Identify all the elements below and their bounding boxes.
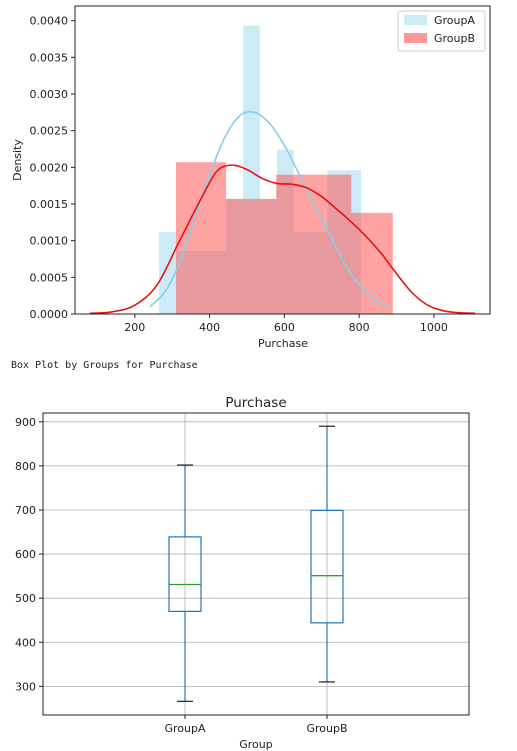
box-groupb [310, 425, 344, 683]
x-axis-ticks: 200 400 600 800 1000 [124, 314, 448, 334]
box-x-tick-label-groupa: GroupA [164, 722, 205, 735]
box-groupa [168, 464, 202, 702]
box-x-axis-label: Group [239, 738, 273, 751]
x-tick-label: 600 [274, 321, 295, 334]
box-plot-grid [43, 413, 469, 715]
box-y-tick-label: 900 [15, 416, 36, 429]
histogram-bar-groupb-5 [301, 174, 327, 314]
box-x-axis-ticks: GroupA GroupB [164, 715, 348, 735]
kde-line-groupb [89, 164, 476, 315]
y-tick-label: 0.0035 [30, 51, 69, 64]
histogram-bar-groupb-8 [376, 212, 393, 314]
box-plot-marks [168, 425, 344, 702]
legend: GroupA GroupB [397, 10, 486, 52]
histogram-bar-groupa-0 [159, 231, 176, 314]
iqr-box-groupb [310, 509, 344, 624]
histogram-bar-groupb-4 [276, 174, 302, 314]
y-tick-label: 0.0020 [30, 161, 69, 174]
y-tick-label: 0.0005 [30, 271, 69, 284]
box-x-tick-label-groupb: GroupB [306, 722, 347, 735]
x-tick-label: 400 [199, 321, 220, 334]
iqr-box-groupa [168, 536, 202, 612]
histogram-bar-groupb-6 [326, 174, 352, 314]
box-y-tick-label: 300 [15, 680, 36, 693]
histogram-bar-groupb-1 [200, 162, 227, 314]
histogram-bar-groupb-3 [251, 198, 277, 314]
y-tick-label: 0.0010 [30, 235, 69, 248]
y-tick-label: 0.0040 [30, 15, 69, 28]
box-y-tick-label: 700 [15, 504, 36, 517]
legend-label-groupa: GroupA [434, 14, 475, 27]
groupb-histogram-bars [175, 162, 393, 314]
y-axis-label: Density [11, 139, 24, 181]
box-y-tick-label: 500 [15, 592, 36, 605]
box-y-tick-label: 400 [15, 636, 36, 649]
legend-swatch-groupa [404, 15, 427, 25]
x-tick-label: 200 [124, 321, 145, 334]
box-y-tick-label: 800 [15, 460, 36, 473]
density-histogram-chart: 200 400 600 800 1000 0.0000 0.0005 0.0010 0.001… [11, 5, 491, 350]
box-plot-frame [42, 412, 470, 716]
plot-area-frame [74, 5, 491, 315]
y-tick-label: 0.0030 [30, 88, 69, 101]
y-tick-label: 0.0025 [30, 125, 69, 138]
x-axis-label: Purchase [258, 337, 308, 350]
y-tick-label: 0.0015 [30, 198, 69, 211]
legend-label-groupb: GroupB [434, 32, 475, 45]
y-axis-ticks: 0.0000 0.0005 0.0010 0.0015 0.0020 0.0025 0.00… [30, 15, 75, 321]
legend-swatch-groupb [404, 33, 427, 43]
kde-curves [89, 110, 476, 315]
box-plot-caption: Box Plot by Groups for Purchase [11, 360, 198, 371]
x-tick-label: 1000 [420, 321, 448, 334]
x-tick-label: 800 [349, 321, 370, 334]
histogram-bar-groupb-2 [226, 198, 252, 314]
box-y-tick-label: 600 [15, 548, 36, 561]
box-y-axis-ticks: 300 400 500 600 700 800 900 [15, 416, 43, 693]
box-plot-title: Purchase [225, 395, 286, 411]
kde-line-groupa [149, 110, 390, 308]
y-tick-label: 0.0000 [30, 308, 69, 321]
